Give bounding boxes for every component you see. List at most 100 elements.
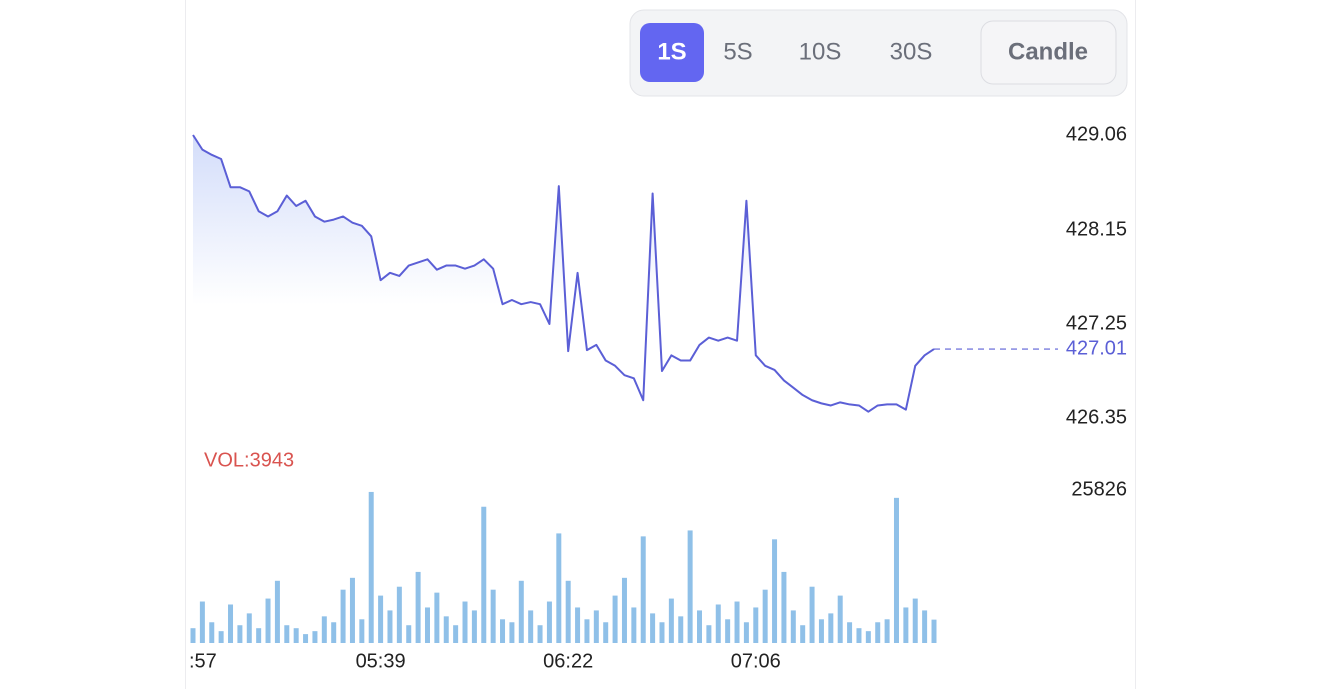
volume-bar	[565, 580, 571, 643]
active-button[interactable]	[640, 23, 704, 82]
volume-bar	[546, 601, 552, 643]
volume-bar	[650, 613, 656, 643]
candle-button[interactable]	[980, 20, 1117, 85]
interval-button[interactable]: 10S	[799, 38, 842, 65]
volume-bar	[903, 607, 909, 643]
y-tick-label: 427.25	[1066, 312, 1127, 334]
volume-bar	[218, 631, 224, 643]
volume-bar	[697, 610, 703, 643]
volume-bar	[424, 607, 430, 643]
volume-bar	[443, 616, 449, 643]
x-tick-label: 07:06	[731, 650, 781, 672]
volume-bar	[321, 616, 327, 643]
volume-bar	[303, 634, 309, 643]
volume-bar	[678, 616, 684, 643]
volume-bar	[387, 610, 393, 643]
volume-bar	[415, 571, 421, 643]
volume-bar	[518, 580, 524, 643]
volume-bar	[265, 598, 271, 643]
volume-bar	[331, 622, 337, 643]
volume-bar	[575, 607, 581, 643]
volume-bar	[190, 628, 196, 643]
volume-bar	[762, 589, 768, 643]
volume-bar	[293, 628, 299, 643]
volume-bar	[256, 628, 262, 643]
volume-bar	[668, 598, 674, 643]
volume-bar	[359, 619, 365, 643]
volume-bar	[856, 628, 862, 643]
volume-bar	[274, 580, 280, 643]
volume-bar	[228, 604, 234, 643]
volume-bar	[537, 625, 543, 643]
volume-bar	[837, 595, 843, 643]
volume-bar	[621, 577, 627, 643]
x-tick-label: :57	[189, 650, 217, 672]
volume-bar	[481, 506, 487, 643]
volume-bar	[800, 625, 806, 643]
interval-button[interactable]: 30S	[890, 38, 933, 65]
y-tick-label: 429.06	[1066, 123, 1127, 145]
volume-bar	[556, 533, 562, 643]
volume-bar	[528, 610, 534, 643]
volume-bar	[884, 619, 890, 643]
volume-bar	[659, 622, 665, 643]
volume-bar	[912, 598, 918, 643]
volume-bar	[734, 601, 740, 643]
volume-bar	[378, 595, 384, 643]
volume-bar	[847, 622, 853, 643]
y-tick-label: 25826	[1071, 478, 1127, 500]
volume-bar	[500, 619, 506, 643]
volume-bar	[640, 536, 646, 643]
interval-button[interactable]: 5S	[723, 38, 752, 65]
volume-bar	[340, 589, 346, 643]
volume-bar	[396, 586, 402, 643]
volume-bar	[312, 631, 318, 643]
x-tick-label: 06:22	[543, 650, 593, 672]
volume-bar	[922, 610, 928, 643]
volume-bar	[509, 622, 515, 643]
volume-bar	[715, 604, 721, 643]
interval-button[interactable]: 1S	[657, 38, 686, 65]
volume-bar	[931, 619, 937, 643]
volume-bar	[893, 497, 899, 643]
volume-bar	[284, 625, 290, 643]
volume-bar	[706, 625, 712, 643]
x-tick-label: 05:39	[356, 650, 406, 672]
volume-bar	[434, 592, 440, 643]
volume-bar	[368, 491, 374, 643]
volume-bar	[809, 586, 815, 643]
volume-bar	[490, 589, 496, 643]
candle-toggle[interactable]: Candle	[1008, 38, 1088, 65]
volume-bar	[687, 530, 693, 643]
interval-toolbar: 1S 5S 10S 30S Candle	[629, 9, 1128, 97]
volume-bar	[790, 610, 796, 643]
volume-bar	[199, 601, 205, 643]
volume-bar	[781, 571, 787, 643]
volume-bar	[772, 539, 778, 643]
volume-bar	[725, 619, 731, 643]
y-tick-label: 428.15	[1066, 218, 1127, 240]
last-price-label: 427.01	[1066, 337, 1127, 359]
volume-bar	[349, 577, 355, 643]
volume-bar	[865, 631, 871, 643]
volume-bar	[631, 607, 637, 643]
volume-bar	[818, 619, 824, 643]
volume-bar	[462, 601, 468, 643]
volume-bar	[743, 622, 749, 643]
volume-bar	[753, 607, 759, 643]
volume-bar	[612, 595, 618, 643]
volume-bar	[828, 613, 834, 643]
volume-bar	[209, 622, 215, 643]
volume-bar	[237, 625, 243, 643]
volume-bar	[875, 622, 881, 643]
volume-bar	[453, 625, 459, 643]
volume-bar	[246, 613, 252, 643]
y-tick-label: 426.35	[1066, 406, 1127, 428]
volume-bar	[471, 610, 477, 643]
plot	[190, 134, 1058, 643]
volume-bar	[584, 619, 590, 643]
volume-bar	[593, 610, 599, 643]
volume-label: VOL:3943	[204, 449, 294, 471]
